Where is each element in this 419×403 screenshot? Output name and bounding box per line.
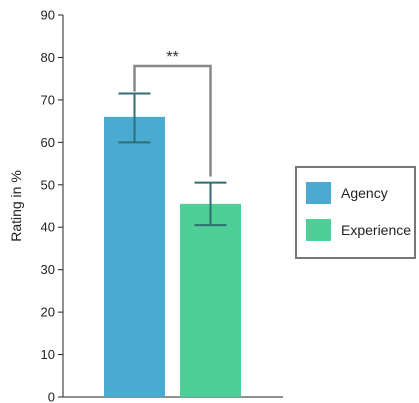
y-axis: 0 10 20 30 40 50 60 70 80 90 [41, 8, 64, 403]
y-tick-label: 90 [41, 8, 55, 23]
y-tick-label: 60 [41, 135, 55, 150]
legend: Agency Experience [295, 166, 416, 259]
legend-label-experience: Experience [341, 222, 411, 238]
legend-swatch-agency [306, 182, 331, 204]
y-tick-label: 40 [41, 220, 55, 235]
y-axis-title: Rating in % [8, 170, 24, 242]
y-tick-label: 10 [41, 347, 55, 362]
bar-agency [104, 116, 165, 397]
legend-box [295, 166, 416, 259]
y-tick-label: 30 [41, 262, 55, 277]
bar-experience [180, 203, 241, 397]
significance-label: ** [166, 49, 178, 66]
y-tick-label: 0 [48, 390, 55, 403]
y-tick-label: 70 [41, 92, 55, 107]
y-tick-label: 50 [41, 177, 55, 192]
legend-label-agency: Agency [341, 185, 388, 201]
y-tick-label: 80 [41, 50, 55, 65]
y-tick-label: 20 [41, 305, 55, 320]
significance-bracket [133, 64, 212, 177]
legend-swatch-experience [306, 219, 331, 241]
